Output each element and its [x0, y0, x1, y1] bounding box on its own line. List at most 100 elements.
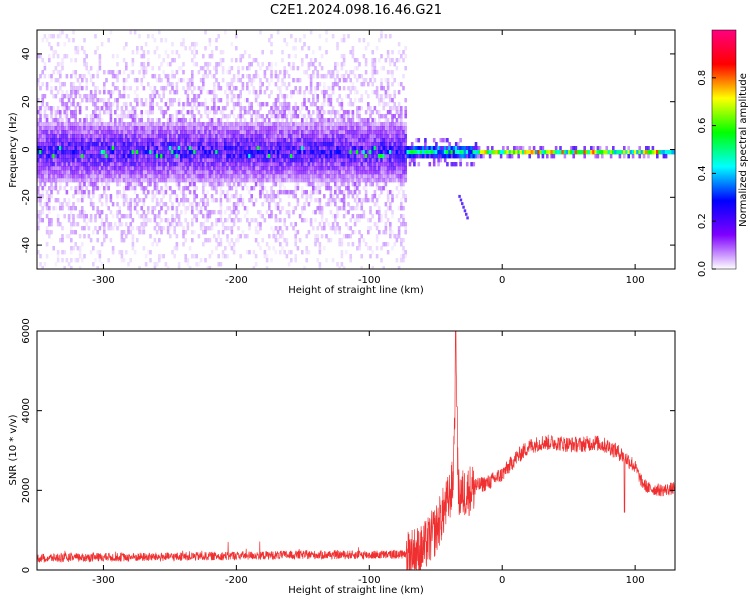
- heatmap-cell: [173, 174, 176, 179]
- heatmap-cell: [127, 202, 130, 207]
- heatmap-cell: [63, 82, 66, 87]
- heatmap-cell: [39, 142, 42, 147]
- heatmap-cell: [177, 162, 181, 167]
- heatmap-cell: [166, 206, 170, 211]
- heatmap-cell: [171, 102, 174, 107]
- heatmap-cell: [327, 138, 330, 143]
- heatmap-cell: [184, 158, 187, 163]
- heatmap-cell: [61, 206, 64, 211]
- heatmap-cell: [224, 146, 227, 151]
- heatmap-cell: [290, 190, 293, 195]
- heatmap-cell: [164, 102, 168, 107]
- heatmap-cell: [380, 114, 383, 119]
- heatmap-cell: [349, 178, 352, 183]
- heatmap-cell: [175, 146, 179, 151]
- heatmap-cell: [254, 114, 258, 119]
- heatmap-cell: [199, 78, 203, 83]
- heatmap-cell: [298, 158, 302, 163]
- heatmap-cell: [250, 142, 253, 147]
- heatmap-cell: [360, 202, 363, 207]
- heatmap-cell: [384, 186, 388, 191]
- heatmap-cell: [294, 222, 297, 227]
- heatmap-cell: [261, 158, 264, 163]
- heatmap-cell: [39, 170, 42, 175]
- heatmap-cell: [186, 126, 190, 131]
- heatmap-cell: [111, 82, 115, 87]
- heatmap-cell: [169, 142, 172, 147]
- heatmap-cell: [276, 230, 280, 235]
- heatmap-cell: [353, 86, 357, 91]
- heatmap-cell: [111, 138, 115, 143]
- heatmap-cell: [213, 150, 216, 155]
- heatmap-cell: [158, 142, 161, 147]
- heatmap-cell: [331, 170, 335, 175]
- heatmap-cell: [320, 134, 324, 139]
- heatmap-cell: [257, 150, 260, 155]
- heatmap-cell: [76, 122, 80, 127]
- heatmap-cell: [235, 146, 238, 151]
- heatmap-cell: [259, 122, 262, 127]
- heatmap-cell: [261, 154, 264, 159]
- heatmap-cell: [380, 66, 383, 71]
- heatmap-cell: [184, 46, 187, 51]
- heatmap-cell: [217, 242, 220, 247]
- heatmap-cell: [312, 122, 315, 127]
- heatmap-cell: [219, 206, 223, 211]
- heatmap-cell: [65, 142, 69, 147]
- heatmap-cell: [303, 90, 306, 95]
- heatmap-cell: [111, 70, 115, 75]
- heatmap-cell: [129, 202, 132, 207]
- heatmap-cell: [395, 134, 399, 139]
- heatmap-cell: [246, 82, 249, 87]
- heatmap-cell: [208, 90, 212, 95]
- heatmap-cell: [386, 178, 390, 183]
- heatmap-cell: [92, 150, 95, 155]
- heatmap-cell: [367, 122, 370, 127]
- heatmap-cell: [362, 154, 366, 159]
- heatmap-cell: [193, 182, 196, 187]
- heatmap-cell: [158, 94, 161, 99]
- heatmap-cell: [296, 162, 300, 167]
- heatmap-cell: [224, 162, 227, 167]
- heatmap-cell: [364, 118, 368, 123]
- heatmap-cell: [94, 186, 97, 191]
- heatmap-cell: [393, 166, 396, 171]
- heatmap-cell: [61, 130, 64, 135]
- heatmap-cell: [268, 142, 271, 147]
- heatmap-cell: [204, 134, 207, 139]
- heatmap-cell: [400, 254, 403, 259]
- heatmap-cell: [316, 166, 319, 171]
- heatmap-cell: [96, 142, 99, 147]
- heatmap-cell: [160, 170, 163, 175]
- heatmap-cell: [155, 78, 159, 83]
- heatmap-cell: [39, 74, 42, 79]
- heatmap-cell: [175, 126, 179, 131]
- heatmap-cell: [391, 114, 394, 119]
- heatmap-cell: [307, 46, 311, 51]
- heatmap-cell: [103, 146, 106, 151]
- heatmap-cell: [395, 118, 399, 123]
- heatmap-cell: [65, 146, 69, 151]
- heatmap-cell: [391, 174, 394, 179]
- heatmap-cell: [230, 134, 234, 139]
- heatmap-cell: [340, 162, 344, 167]
- heatmap-cell: [259, 158, 262, 163]
- heatmap-cell: [342, 190, 346, 195]
- heatmap-cell: [162, 154, 165, 159]
- heatmap-cell: [213, 178, 216, 183]
- heatmap-cell: [171, 158, 174, 163]
- heatmap-cell: [45, 146, 49, 151]
- heatmap-cell: [338, 142, 341, 147]
- heatmap-cell: [96, 86, 99, 91]
- heatmap-cell: [380, 34, 383, 39]
- heatmap-cell: [226, 82, 229, 87]
- heatmap-cell: [61, 166, 64, 171]
- heatmap-cell: [380, 54, 383, 59]
- heatmap-cell: [391, 166, 394, 171]
- heatmap-cell: [382, 242, 385, 247]
- heatmap-cell: [340, 98, 344, 103]
- heatmap-cell: [351, 142, 355, 147]
- heatmap-cell: [351, 154, 355, 159]
- heatmap-cell: [349, 70, 352, 75]
- heatmap-cell: [312, 162, 315, 167]
